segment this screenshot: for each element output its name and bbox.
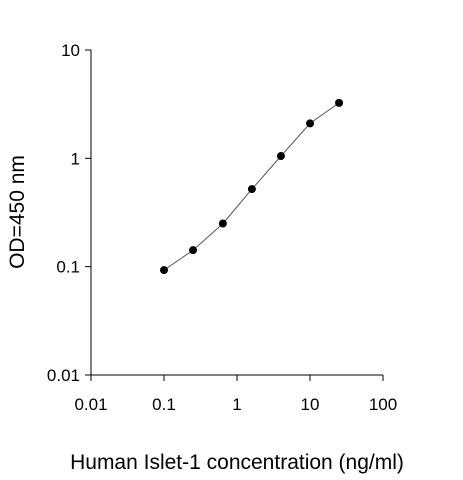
y-tick-label: 1 (71, 149, 80, 168)
data-point (306, 119, 314, 128)
plot-area: 0.01 0.1 1 10 100 0.01 0.1 1 10 (47, 41, 397, 414)
data-point (189, 246, 198, 255)
x-tick-label: 0.01 (74, 395, 107, 414)
x-tick-label: 100 (369, 395, 397, 414)
data-points (160, 98, 344, 275)
y-axis-title: OD=450 nm (6, 155, 29, 269)
x-tick-label: 1 (232, 395, 241, 414)
y-tick-label: 0.01 (47, 366, 80, 385)
data-point (335, 98, 344, 107)
x-axis-ticks: 0.01 0.1 1 10 100 (74, 375, 397, 414)
y-tick-label: 0.1 (56, 258, 80, 277)
y-tick-label: 10 (61, 41, 80, 60)
data-point (247, 185, 256, 194)
y-axis-ticks: 0.01 0.1 1 10 (47, 41, 91, 385)
data-point (218, 219, 227, 228)
data-point (276, 152, 285, 161)
data-point (160, 266, 168, 275)
x-axis-title: Human Islet-1 concentration (ng/ml) (70, 451, 404, 474)
x-tick-label: 10 (301, 395, 320, 414)
x-tick-label: 0.1 (152, 395, 176, 414)
